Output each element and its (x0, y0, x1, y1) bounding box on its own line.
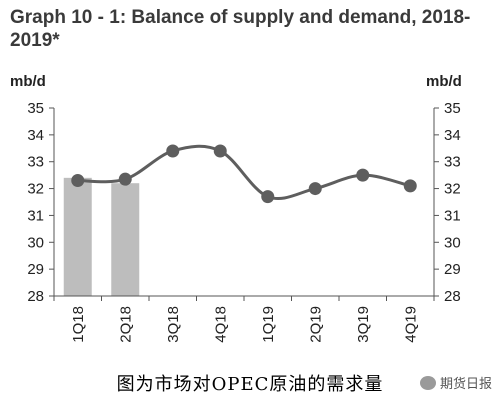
x-tick-label-1Q19: 1Q19 (260, 306, 277, 343)
y-tick-label-right: 29 (444, 261, 461, 278)
x-tick-label-2Q19: 2Q19 (307, 306, 324, 343)
y-tick-label-left: 32 (27, 181, 44, 198)
point-2Q19 (308, 182, 322, 196)
y-tick-label-right: 32 (444, 181, 461, 198)
y-tick-label-left: 28 (27, 288, 44, 305)
watermark: 期货日报 (419, 373, 492, 392)
x-tick-label-3Q18: 3Q18 (165, 306, 182, 343)
y-tick-label-right: 35 (444, 100, 461, 117)
point-1Q19 (261, 190, 275, 204)
y-unit-left: mb/d (10, 73, 46, 90)
x-tick-label-2Q18: 2Q18 (117, 306, 134, 343)
wechat-icon (419, 375, 436, 390)
y-tick-label-left: 31 (27, 207, 44, 224)
y-tick-label-left: 30 (27, 234, 44, 251)
chart-plot: 28 28 29 29 30 30 31 31 32 32 33 33 34 34 35 35 1Q18 2Q18… (10, 73, 462, 343)
y-tick-label-left: 29 (27, 261, 44, 278)
bar-2Q18 (111, 183, 140, 296)
y-tick-label-right: 34 (444, 127, 461, 144)
point-4Q19 (403, 179, 417, 193)
point-4Q18 (213, 144, 227, 158)
y-tick-label-left: 33 (27, 154, 44, 171)
y-tick-label-left: 35 (27, 100, 44, 117)
point-3Q19 (356, 168, 370, 182)
x-tick-label-4Q19: 4Q19 (402, 306, 419, 343)
point-2Q18 (118, 172, 132, 186)
point-1Q18 (71, 174, 85, 188)
y-tick-label-right: 28 (444, 288, 461, 305)
bar-1Q18 (63, 177, 92, 296)
x-tick-label-3Q19: 3Q19 (355, 306, 372, 343)
x-tick-label-1Q18: 1Q18 (70, 306, 87, 343)
y-tick-label-right: 33 (444, 154, 461, 171)
point-3Q18 (166, 144, 180, 158)
y-tick-label-right: 30 (444, 234, 461, 251)
y-tick-label-right: 31 (444, 207, 461, 224)
y-tick-label-left: 34 (27, 127, 44, 144)
chart-title: Graph 10 - 1: Balance of supply and dema… (10, 7, 471, 51)
figure-caption: 图为市场对OPEC原油的需求量 (116, 374, 384, 395)
watermark-text: 期货日报 (439, 377, 492, 392)
y-unit-right: mb/d (426, 73, 462, 90)
x-tick-label-4Q18: 4Q18 (212, 306, 229, 343)
